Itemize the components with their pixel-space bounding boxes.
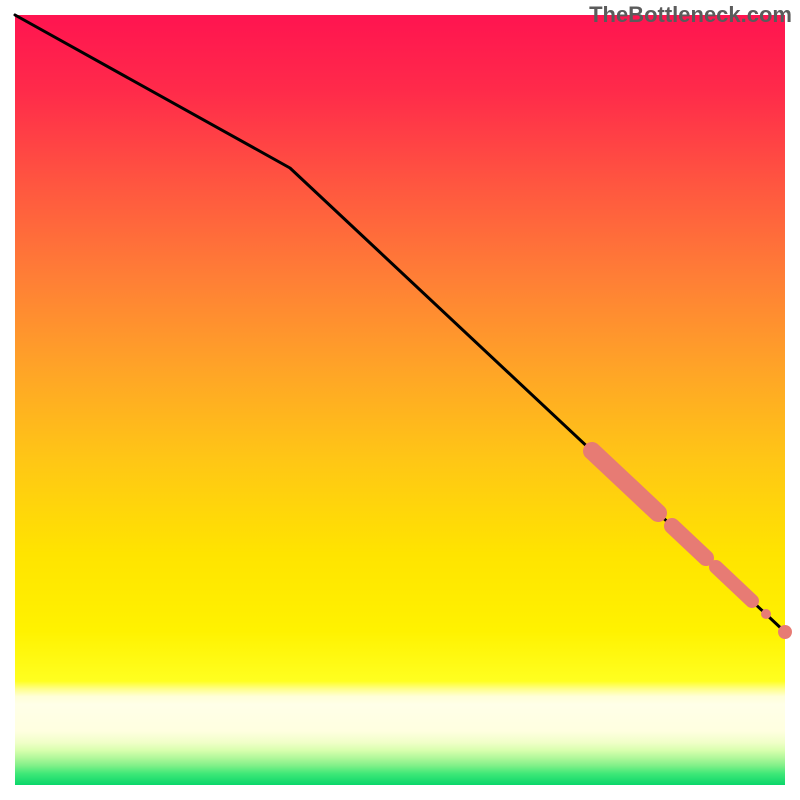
marker-dot xyxy=(778,625,792,639)
watermark-text: TheBottleneck.com xyxy=(589,2,792,28)
marker-dot xyxy=(761,609,771,619)
chart-container: TheBottleneck.com xyxy=(0,0,800,800)
gradient-background xyxy=(15,15,785,785)
chart-svg xyxy=(0,0,800,800)
